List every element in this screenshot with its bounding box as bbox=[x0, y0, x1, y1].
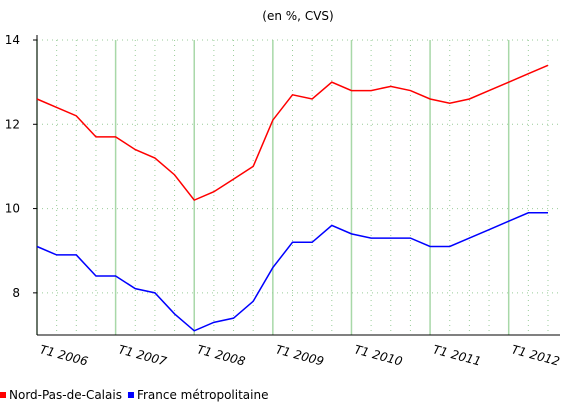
legend-label: Nord-Pas-de-Calais bbox=[9, 388, 122, 402]
x-tick-label: T1 2012 bbox=[510, 342, 561, 368]
series-line bbox=[36, 212, 548, 332]
y-tick-label: 12 bbox=[5, 117, 20, 131]
series-line bbox=[36, 64, 549, 202]
y-tick-label: 10 bbox=[5, 202, 20, 216]
x-tick-label: T1 2010 bbox=[353, 342, 405, 368]
x-tick-label: T1 2008 bbox=[195, 342, 247, 368]
x-tick-label: T1 2009 bbox=[274, 342, 325, 368]
legend-swatch bbox=[127, 392, 134, 398]
legend-label: France métropolitaine bbox=[137, 388, 269, 402]
legend-swatch bbox=[0, 392, 6, 398]
x-tick-label: T1 2007 bbox=[117, 342, 169, 368]
x-tick-label: T1 2011 bbox=[431, 342, 482, 368]
chart-title: (en %, CVS) bbox=[262, 9, 333, 23]
x-tick-label: T1 2006 bbox=[38, 342, 90, 368]
y-tick-label: 8 bbox=[12, 286, 20, 300]
y-tick-label: 14 bbox=[5, 33, 20, 47]
